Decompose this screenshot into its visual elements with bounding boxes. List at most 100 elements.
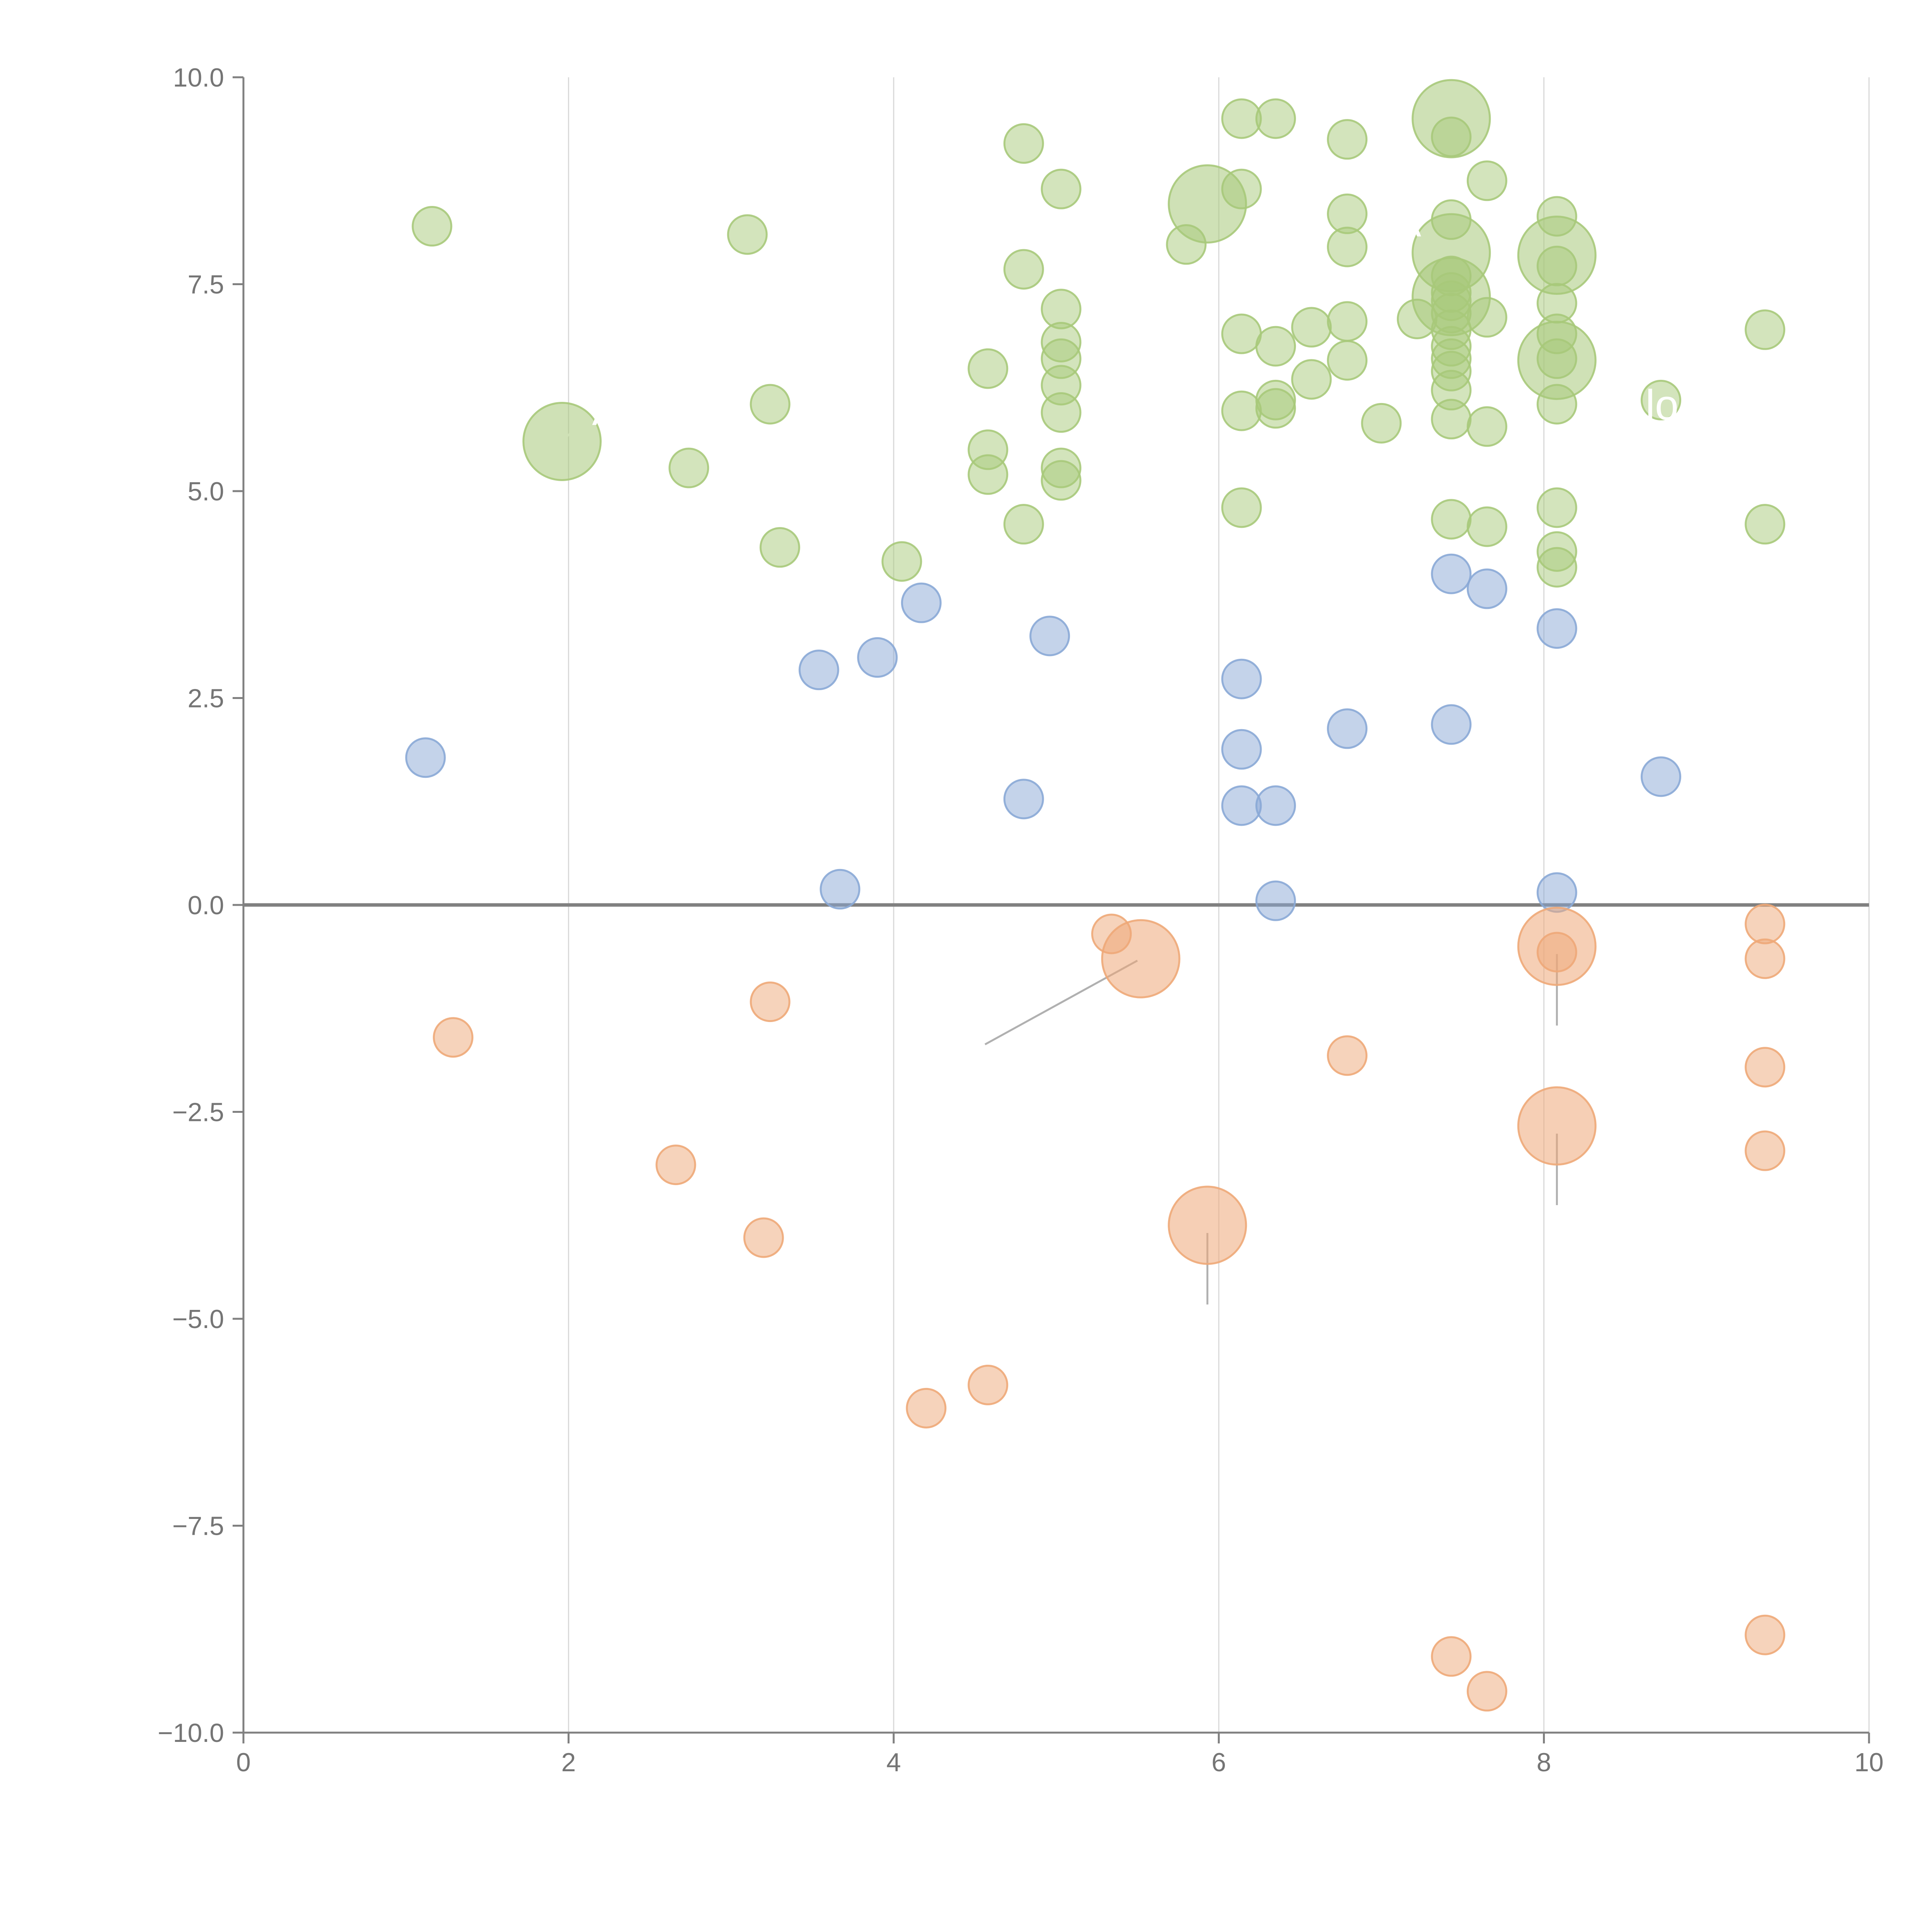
- blue-point: [1221, 658, 1262, 699]
- green-point: [968, 454, 1009, 495]
- green-point: [881, 541, 922, 582]
- green-point: [1221, 98, 1262, 139]
- green-point: [1003, 504, 1044, 545]
- blue-point: [1221, 785, 1262, 826]
- y-tick-label: 0.0: [187, 891, 224, 920]
- green-highlight-bubble: [522, 401, 602, 481]
- blue-point: [1003, 779, 1044, 820]
- y-tick-label: 7.5: [187, 270, 224, 299]
- orange-point: [750, 981, 791, 1022]
- green-point: [1041, 460, 1082, 501]
- blue-point: [857, 637, 898, 678]
- orange-point: [655, 1145, 696, 1185]
- x-tick-label: 8: [1537, 1748, 1551, 1777]
- green-point: [1327, 226, 1368, 267]
- green-point: [1745, 309, 1786, 350]
- y-axis-ticks: 10.0 7.5 5.0 2.5 0.0 −2.5 −5.0 −7.5 −10.0: [158, 63, 243, 1748]
- orange-point: [743, 1217, 784, 1258]
- x-axis-ticks: 0 2 4 6 8 10: [236, 1733, 1884, 1777]
- green-point: [759, 527, 800, 568]
- orange-point: [906, 1388, 947, 1429]
- blue-point: [1466, 568, 1507, 609]
- y-tick-label: 2.5: [187, 684, 224, 713]
- orange-point: [1431, 1636, 1472, 1677]
- green-highlight-bubble: [1168, 164, 1247, 244]
- x-tick-label: 0: [236, 1748, 251, 1777]
- green-point: [1255, 388, 1296, 429]
- y-tick-label: −5.0: [172, 1304, 224, 1334]
- x-tick-label: 2: [561, 1748, 576, 1777]
- blue-point: [820, 869, 861, 910]
- green-point: [668, 447, 709, 488]
- green-point: [727, 214, 768, 255]
- blue-point: [1029, 616, 1070, 656]
- blue-point: [1255, 785, 1296, 826]
- green-highlight-bubble: [1517, 321, 1597, 400]
- green-point: [1536, 487, 1577, 528]
- green-point: [1745, 504, 1786, 545]
- y-tick-label: 5.0: [187, 477, 224, 506]
- green-point: [968, 348, 1009, 389]
- green-point: [1466, 506, 1507, 547]
- bubble-labels: A C Alo: [592, 94, 1679, 434]
- blue-point: [1536, 872, 1577, 913]
- orange-point: [1327, 1035, 1368, 1076]
- blue-point: [901, 582, 942, 623]
- green-point: [1641, 379, 1682, 420]
- blue-point: [1255, 880, 1296, 921]
- blue-point: [1536, 608, 1577, 649]
- green-point: [1327, 301, 1368, 342]
- orange-point: [1745, 1047, 1786, 1088]
- y-tick-label: −2.5: [172, 1098, 224, 1127]
- y-tick-label: −10.0: [158, 1718, 224, 1748]
- green-point: [1466, 160, 1507, 201]
- orange-highlight-bubble: [1101, 919, 1180, 998]
- x-tick-label: 4: [886, 1748, 901, 1777]
- green-highlight-bubble: [1412, 257, 1491, 337]
- data-points: [405, 79, 1786, 1712]
- green-point: [1255, 98, 1296, 139]
- green-point: [1466, 406, 1507, 447]
- green-point: [1041, 392, 1082, 433]
- green-point: [1327, 119, 1368, 160]
- green-point: [1003, 249, 1044, 290]
- orange-highlight-bubble: [1168, 1185, 1247, 1265]
- blue-point: [798, 650, 839, 690]
- green-point: [1003, 123, 1044, 164]
- x-tick-label: 6: [1211, 1748, 1226, 1777]
- bubble-label: A: [1393, 198, 1422, 245]
- green-point: [1327, 340, 1368, 381]
- orange-highlight-bubble: [1517, 906, 1597, 986]
- green-point: [412, 206, 452, 247]
- green-point: [1361, 403, 1402, 444]
- green-point: [1221, 390, 1262, 431]
- green-point: [1255, 326, 1296, 367]
- blue-point: [1431, 553, 1472, 594]
- orange-point: [1466, 1671, 1507, 1712]
- blue-point: [1431, 704, 1472, 745]
- green-point: [1431, 399, 1472, 440]
- bubble-label: C: [1494, 94, 1524, 141]
- bubble-label: lo: [1646, 381, 1679, 429]
- y-tick-label: −7.5: [172, 1512, 224, 1541]
- orange-point: [1745, 903, 1786, 944]
- green-point: [750, 384, 791, 425]
- blue-point: [1641, 756, 1682, 797]
- green-point: [1221, 313, 1262, 354]
- orange-highlight-bubble: [1517, 1086, 1597, 1166]
- y-tick-label: 10.0: [173, 63, 224, 92]
- green-point: [1536, 547, 1577, 588]
- green-highlight-bubble: [1412, 79, 1491, 158]
- green-point: [1291, 307, 1332, 348]
- green-point: [1041, 168, 1082, 209]
- green-highlight-bubble: [1517, 216, 1597, 295]
- orange-point: [1745, 1614, 1786, 1655]
- blue-point: [1327, 708, 1368, 749]
- orange-point: [1745, 938, 1786, 979]
- blue-point: [1221, 729, 1262, 770]
- green-point: [1221, 487, 1262, 528]
- orange-point: [968, 1364, 1009, 1405]
- orange-point: [1745, 1130, 1786, 1171]
- green-point: [1291, 359, 1332, 400]
- orange-point: [433, 1017, 474, 1058]
